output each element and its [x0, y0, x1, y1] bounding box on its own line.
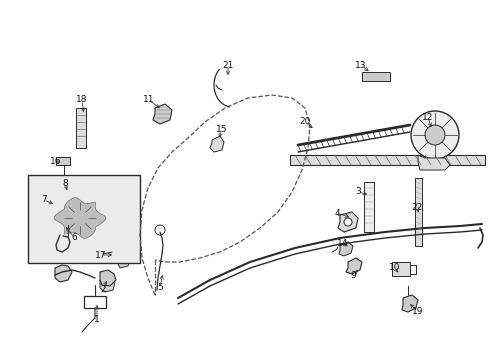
- Polygon shape: [153, 104, 172, 124]
- Text: 3: 3: [354, 188, 360, 197]
- Polygon shape: [337, 212, 357, 232]
- Polygon shape: [209, 136, 224, 152]
- Text: 21: 21: [222, 60, 233, 69]
- Polygon shape: [100, 270, 116, 286]
- Text: 13: 13: [354, 60, 366, 69]
- Text: 5: 5: [157, 284, 163, 292]
- Text: 6: 6: [71, 233, 77, 242]
- Polygon shape: [100, 278, 115, 292]
- Polygon shape: [401, 295, 417, 312]
- Bar: [361, 72, 389, 81]
- Bar: [56, 157, 70, 165]
- Text: 19: 19: [411, 307, 423, 316]
- Bar: [391, 262, 409, 276]
- Polygon shape: [346, 258, 361, 274]
- Text: 20: 20: [299, 117, 310, 126]
- Text: 2: 2: [100, 285, 105, 294]
- Text: 10: 10: [388, 264, 400, 273]
- Circle shape: [424, 125, 444, 145]
- Text: 16: 16: [50, 158, 61, 166]
- Bar: [28, 175, 140, 263]
- Bar: [84, 296, 106, 308]
- Text: 11: 11: [143, 95, 154, 104]
- Polygon shape: [54, 198, 106, 238]
- Circle shape: [410, 111, 458, 159]
- Polygon shape: [55, 265, 72, 282]
- Text: 7: 7: [41, 195, 47, 204]
- Polygon shape: [118, 256, 130, 268]
- Text: 12: 12: [422, 112, 433, 122]
- Polygon shape: [338, 242, 352, 256]
- Bar: [289, 155, 484, 165]
- Text: 4: 4: [333, 208, 339, 217]
- Text: 15: 15: [216, 126, 227, 135]
- Text: 1: 1: [94, 315, 100, 324]
- Polygon shape: [417, 155, 449, 170]
- Text: 14: 14: [337, 238, 348, 248]
- Bar: [363, 182, 373, 232]
- Polygon shape: [112, 250, 125, 262]
- Text: 22: 22: [410, 203, 422, 212]
- Bar: [414, 178, 421, 246]
- Text: 18: 18: [76, 95, 87, 104]
- Text: 17: 17: [95, 251, 106, 260]
- Text: 9: 9: [349, 270, 355, 279]
- Circle shape: [343, 218, 351, 226]
- Text: 8: 8: [62, 179, 68, 188]
- Bar: [76, 108, 86, 148]
